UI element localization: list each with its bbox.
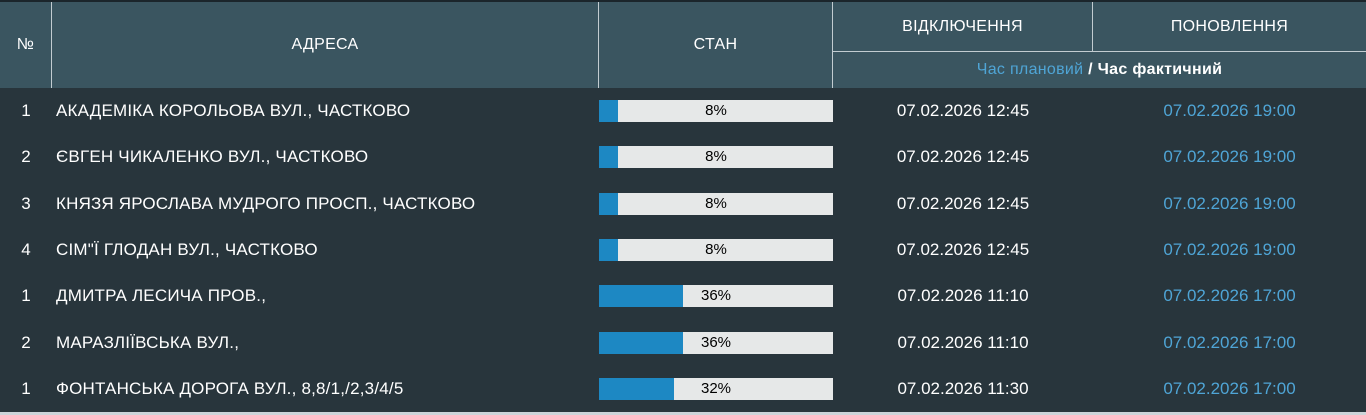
row-outage-time: 07.02.2026 12:45 bbox=[896, 101, 1030, 121]
row-state-cell: 8% bbox=[599, 192, 833, 215]
column-header-restore: ПОНОВЛЕННЯ bbox=[1093, 2, 1366, 52]
table-row: 2 ЄВГЕН ЧИКАЛЕНКО ВУЛ., ЧАСТКОВО 8% 07.0… bbox=[0, 134, 1366, 180]
progress-bar: 36% bbox=[599, 331, 833, 354]
progress-percent: 8% bbox=[705, 240, 727, 258]
row-number: 1 bbox=[21, 286, 31, 306]
column-header-outage-label: ВІДКЛЮЧЕННЯ bbox=[902, 17, 1023, 35]
row-address: АКАДЕМІКА КОРОЛЬОВА ВУЛ., ЧАСТКОВО bbox=[56, 101, 411, 121]
column-header-restore-label: ПОНОВЛЕННЯ bbox=[1170, 17, 1289, 35]
row-restore-time: 07.02.2026 17:00 bbox=[1163, 286, 1296, 306]
row-outage-time: 07.02.2026 11:30 bbox=[897, 378, 1029, 398]
row-number: 4 bbox=[21, 239, 31, 259]
planned-time-label: Час плановий bbox=[976, 61, 1084, 78]
progress-bar: 8% bbox=[599, 146, 833, 169]
row-restore-time: 07.02.2026 17:00 bbox=[1163, 378, 1296, 398]
table-row: 2 МАРАЗЛІЇВСЬКА ВУЛ., 36% 07.02.2026 11:… bbox=[0, 319, 1366, 365]
table-row: 4 СІМ"Ї ГЛОДАН ВУЛ., ЧАСТКОВО 8% 07.02.2… bbox=[0, 227, 1366, 273]
progress-percent: 32% bbox=[700, 379, 732, 397]
progress-bar-fill bbox=[599, 146, 618, 169]
row-address: СІМ"Ї ГЛОДАН ВУЛ., ЧАСТКОВО bbox=[56, 239, 318, 259]
column-header-address: АДРЕСА bbox=[52, 2, 599, 88]
table-row: 1 ФОНТАНСЬКА ДОРОГА ВУЛ., 8,8/1,/2,3/4/5… bbox=[0, 366, 1366, 412]
row-state-cell: 8% bbox=[599, 238, 833, 261]
progress-bar: 32% bbox=[599, 377, 833, 400]
column-header-outage: ВІДКЛЮЧЕННЯ bbox=[833, 2, 1093, 52]
row-number: 3 bbox=[21, 193, 31, 213]
row-outage-time: 07.02.2026 11:10 bbox=[897, 286, 1029, 306]
table-row: 1 ДМИТРА ЛЕСИЧА ПРОВ., 36% 07.02.2026 11… bbox=[0, 273, 1366, 319]
row-restore-time: 07.02.2026 19:00 bbox=[1163, 101, 1296, 121]
progress-bar-fill bbox=[599, 238, 618, 261]
progress-bar-fill bbox=[599, 100, 618, 123]
table-header: № АДРЕСА СТАН ВІДКЛЮЧЕННЯ ПОНОВЛЕННЯ Час… bbox=[0, 0, 1366, 88]
row-number: 2 bbox=[21, 147, 31, 167]
progress-percent: 36% bbox=[700, 287, 732, 305]
row-state-cell: 8% bbox=[599, 146, 833, 169]
row-state-cell: 36% bbox=[599, 331, 833, 354]
column-header-state-label: СТАН bbox=[693, 36, 738, 53]
row-address: ФОНТАНСЬКА ДОРОГА ВУЛ., 8,8/1,/2,3/4/5 bbox=[56, 378, 404, 398]
progress-percent: 36% bbox=[700, 333, 732, 351]
column-header-state: СТАН bbox=[599, 2, 833, 88]
table-bottom-border bbox=[0, 412, 1366, 415]
row-number: 1 bbox=[21, 378, 31, 398]
progress-percent: 8% bbox=[705, 102, 727, 120]
row-address: ЄВГЕН ЧИКАЛЕНКО ВУЛ., ЧАСТКОВО bbox=[56, 147, 369, 167]
row-state-cell: 8% bbox=[599, 100, 833, 123]
progress-percent: 8% bbox=[705, 148, 727, 166]
column-header-number: № bbox=[0, 2, 52, 88]
progress-bar: 36% bbox=[599, 285, 833, 308]
column-header-address-label: АДРЕСА bbox=[291, 36, 359, 53]
row-restore-time: 07.02.2026 19:00 bbox=[1163, 193, 1296, 213]
table-row: 3 КНЯЗЯ ЯРОСЛАВА МУДРОГО ПРОСП., ЧАСТКОВ… bbox=[0, 181, 1366, 227]
row-number: 1 bbox=[21, 101, 31, 121]
table-row: 1 АКАДЕМІКА КОРОЛЬОВА ВУЛ., ЧАСТКОВО 8% … bbox=[0, 88, 1366, 134]
row-state-cell: 32% bbox=[599, 377, 833, 400]
progress-bar: 8% bbox=[599, 238, 833, 261]
row-number: 2 bbox=[21, 332, 31, 352]
progress-bar-fill bbox=[599, 331, 684, 354]
progress-bar-fill bbox=[599, 285, 684, 308]
row-address: МАРАЗЛІЇВСЬКА ВУЛ., bbox=[56, 332, 240, 352]
row-address: КНЯЗЯ ЯРОСЛАВА МУДРОГО ПРОСП., ЧАСТКОВО bbox=[56, 193, 476, 213]
actual-time-label: Час фактичний bbox=[1097, 61, 1223, 78]
row-outage-time: 07.02.2026 11:10 bbox=[897, 332, 1029, 352]
progress-bar: 8% bbox=[599, 192, 833, 215]
table-body: 1 АКАДЕМІКА КОРОЛЬОВА ВУЛ., ЧАСТКОВО 8% … bbox=[0, 88, 1366, 412]
row-restore-time: 07.02.2026 19:00 bbox=[1163, 147, 1296, 167]
time-type-subheader: Час плановий / Час фактичний bbox=[833, 52, 1366, 88]
progress-bar-fill bbox=[599, 192, 618, 215]
row-outage-time: 07.02.2026 12:45 bbox=[896, 193, 1030, 213]
subheader-separator: / bbox=[1083, 61, 1098, 78]
row-outage-time: 07.02.2026 12:45 bbox=[896, 147, 1030, 167]
row-restore-time: 07.02.2026 17:00 bbox=[1163, 332, 1296, 352]
column-header-number-label: № bbox=[16, 36, 35, 53]
row-restore-time: 07.02.2026 19:00 bbox=[1163, 239, 1296, 259]
progress-percent: 8% bbox=[705, 194, 727, 212]
row-outage-time: 07.02.2026 12:45 bbox=[896, 239, 1030, 259]
progress-bar: 8% bbox=[599, 100, 833, 123]
progress-bar-fill bbox=[599, 377, 674, 400]
row-state-cell: 36% bbox=[599, 285, 833, 308]
row-address: ДМИТРА ЛЕСИЧА ПРОВ., bbox=[56, 286, 267, 306]
